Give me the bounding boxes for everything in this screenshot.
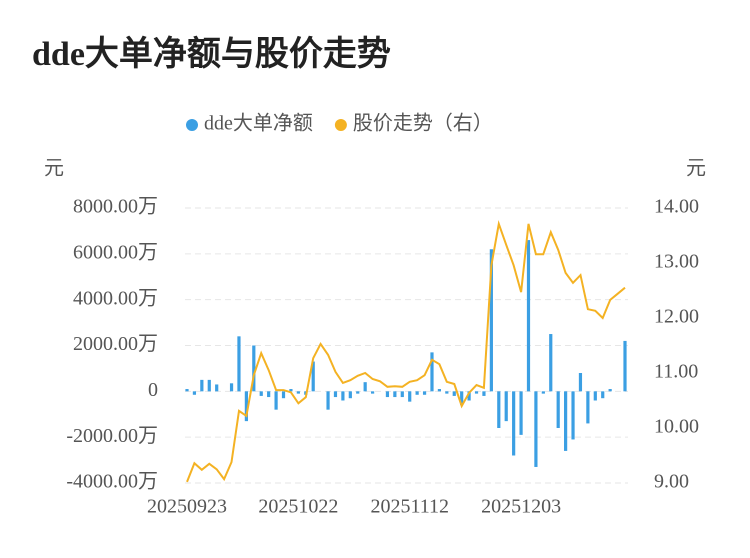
bar — [400, 391, 404, 398]
bar — [215, 384, 219, 392]
bar — [437, 389, 442, 392]
bar — [467, 391, 471, 401]
bar — [229, 383, 234, 392]
bar — [474, 391, 479, 394]
bar — [311, 361, 315, 392]
y-tick-label: -4000.00万 — [66, 471, 158, 493]
bar — [519, 391, 523, 435]
bar — [333, 391, 338, 398]
bar — [259, 391, 263, 396]
bar — [370, 391, 375, 394]
bar — [385, 391, 390, 398]
bar — [564, 391, 568, 451]
y2-tick-label: 11.00 — [654, 361, 698, 383]
y-axis-label: 元 — [44, 158, 64, 180]
bar — [445, 391, 449, 394]
bar — [274, 391, 278, 410]
y-tick-label: 8000.00万 — [73, 196, 158, 218]
x-tick-label: 20251112 — [370, 496, 449, 518]
y-tick-label: 2000.00万 — [73, 333, 158, 355]
y-tick-label: 0 — [148, 379, 158, 401]
legend-marker — [334, 119, 347, 131]
bar — [244, 391, 248, 422]
bar — [207, 379, 211, 392]
chart-title: dde大单净额与股价走势 — [32, 35, 391, 73]
bar — [363, 382, 367, 392]
bar — [571, 391, 575, 440]
bar — [422, 391, 427, 395]
y2-tick-label: 9.00 — [654, 471, 689, 493]
bar — [289, 389, 293, 392]
bar — [326, 391, 330, 410]
bar — [556, 391, 560, 428]
bar — [185, 389, 189, 392]
bar — [489, 249, 493, 392]
bar — [578, 373, 583, 392]
bar — [608, 389, 612, 392]
bar — [267, 391, 271, 398]
bar — [393, 391, 397, 398]
legend-marker — [186, 119, 198, 131]
bar — [482, 391, 486, 396]
bar — [460, 391, 464, 406]
bar — [504, 391, 508, 422]
bar — [430, 352, 434, 392]
bar — [601, 391, 605, 399]
bar — [341, 391, 345, 401]
y2-tick-label: 13.00 — [654, 251, 699, 273]
bar — [526, 240, 531, 392]
x-tick-label: 20251022 — [258, 496, 338, 518]
y-tick-label: 4000.00万 — [73, 287, 158, 309]
bar — [512, 391, 516, 456]
x-tick-label: 20251203 — [481, 496, 561, 518]
bar — [296, 391, 300, 394]
y-tick-label: 6000.00万 — [73, 241, 158, 263]
x-tick-label: 20250923 — [147, 496, 227, 518]
bar — [192, 391, 197, 395]
y2-tick-label: 14.00 — [654, 196, 699, 218]
y2-axis-label: 元 — [686, 158, 706, 180]
bar — [415, 391, 419, 395]
legend-label: dde大单净额 — [204, 112, 313, 135]
bar — [623, 340, 627, 392]
bar — [408, 391, 412, 402]
bar — [356, 391, 360, 394]
bar — [200, 379, 204, 392]
y2-tick-label: 12.00 — [654, 306, 699, 328]
y-tick-label: -2000.00万 — [66, 425, 158, 447]
bar — [497, 391, 501, 428]
bar — [348, 391, 352, 399]
y2-tick-label: 10.00 — [654, 416, 699, 438]
bar — [593, 391, 597, 401]
legend-label: 股价走势（右） — [353, 112, 493, 135]
bar — [252, 345, 256, 392]
bar — [281, 391, 286, 399]
bar — [452, 391, 456, 396]
bar — [237, 336, 241, 392]
bar — [586, 391, 590, 424]
price-line — [186, 220, 626, 483]
bar — [534, 391, 538, 467]
bar — [549, 334, 553, 392]
bar — [541, 391, 545, 394]
